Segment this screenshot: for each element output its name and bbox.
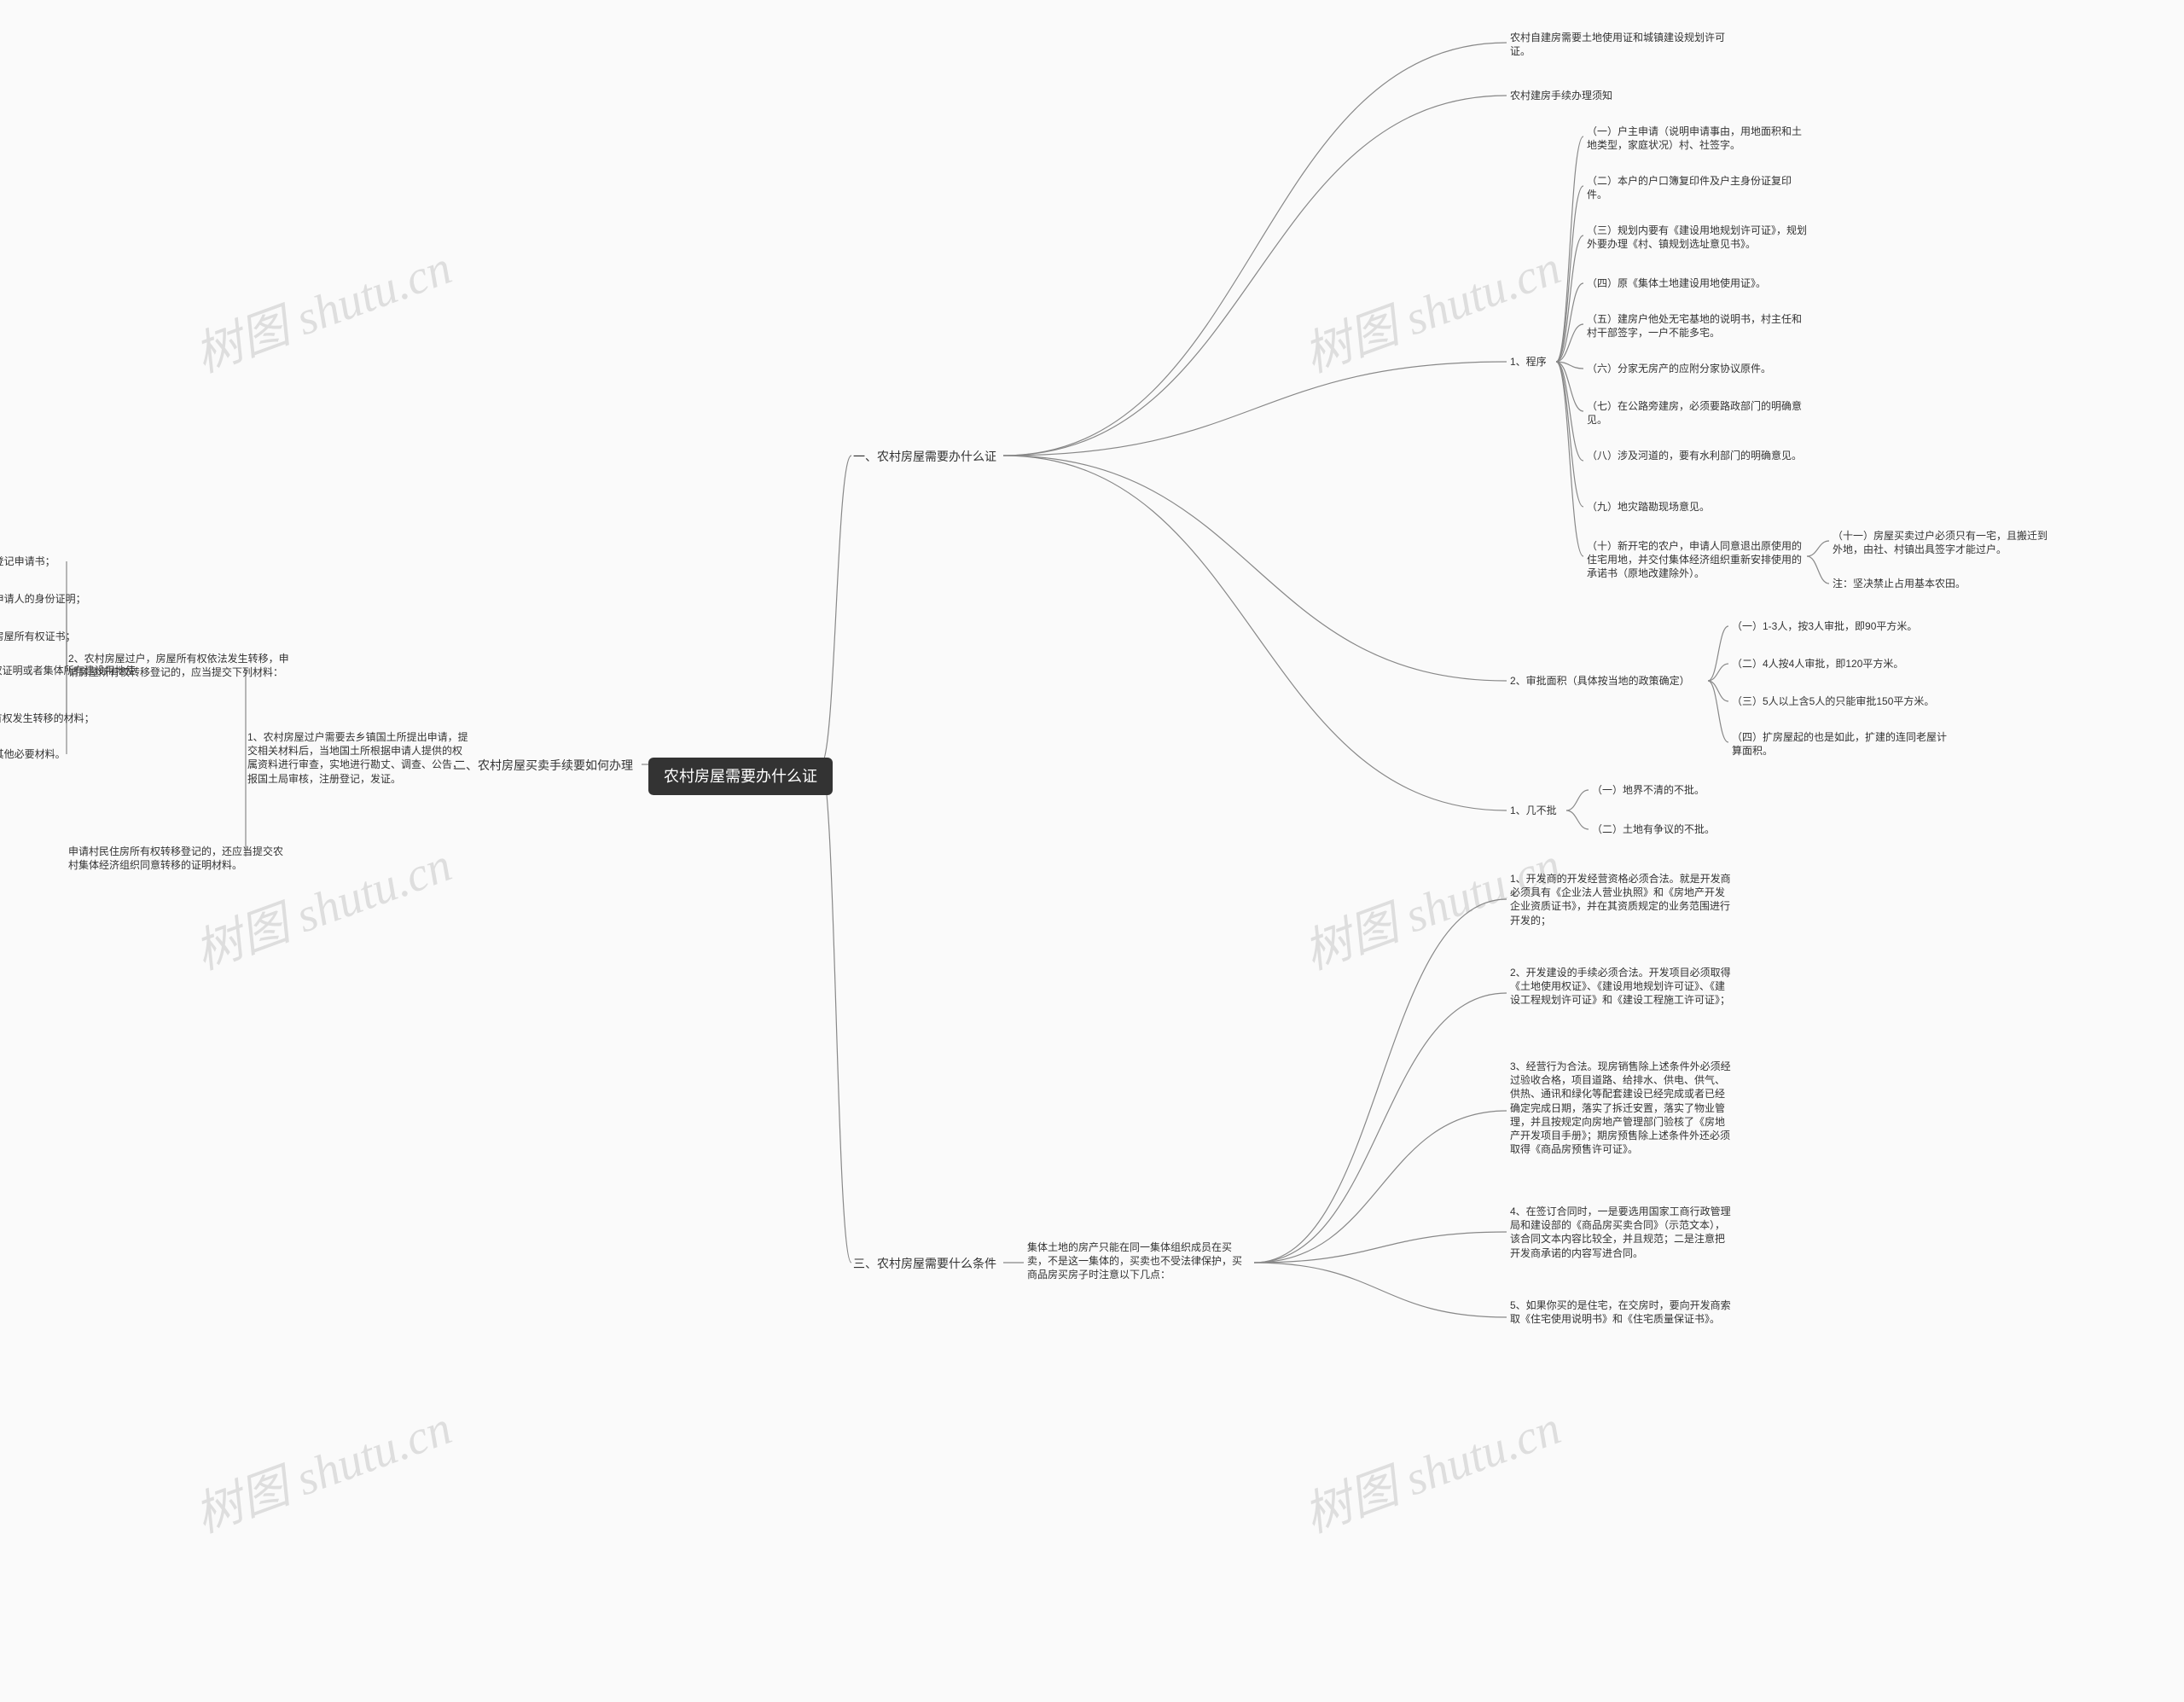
mindmap-node[interactable]: 4、在签订合同时，一是要选用国家工商行政管理局和建设部的《商品房买卖合同》（示范… <box>1510 1205 1732 1260</box>
mindmap-node[interactable]: 3、经营行为合法。现房销售除上述条件外必须经过验收合格，项目道路、给排水、供电、… <box>1510 1060 1732 1156</box>
mindmap-node[interactable]: （6）其他必要材料。 <box>0 747 66 761</box>
edge <box>1556 362 1583 411</box>
mindmap-node[interactable]: 一、农村房屋需要办什么证 <box>853 449 996 465</box>
mindmap-node[interactable]: （二）本户的户口簿复印件及户主身份证复印件。 <box>1587 174 1809 201</box>
edge <box>1556 283 1583 362</box>
mindmap-node[interactable]: 申请村民住房所有权转移登记的，还应当提交农村集体经济组织同意转移的证明材料。 <box>68 845 290 872</box>
mindmap-node[interactable]: （4）宅基地使用权证明或者集体所有建设用地使用权证明； <box>0 664 136 691</box>
edge <box>1003 362 1507 456</box>
mindmap-node[interactable]: （2）申请人的身份证明； <box>0 592 86 606</box>
mindmap-node[interactable]: （四）扩房屋起的也是如此，扩建的连同老屋计算面积。 <box>1732 730 1954 758</box>
mindmap-node[interactable]: （十一）房屋买卖过户必须只有一宅，且搬迁到外地，由社、村镇出具签字才能过户。 <box>1833 529 2054 556</box>
mindmap-node[interactable]: 2、开发建设的手续必须合法。开发项目必须取得《土地使用权证》、《建设用地规划许可… <box>1510 966 1732 1008</box>
mindmap-node[interactable]: （5）证明房屋所有权发生转移的材料； <box>0 712 95 725</box>
mindmap-node[interactable]: 农村自建房需要土地使用证和城镇建设规划许可证。 <box>1510 31 1732 58</box>
mindmap-node[interactable]: （三）5人以上含5人的只能审批150平方米。 <box>1732 694 1934 708</box>
mindmap-node[interactable]: （十）新开宅的农户，申请人同意退出原使用的住宅用地，并交付集体经济组织重新安排使… <box>1587 539 1809 581</box>
edge <box>1566 810 1589 829</box>
mindmap-node[interactable]: （1）登记申请书； <box>0 555 55 568</box>
watermark: 树图 shutu.cn <box>184 229 460 386</box>
edge <box>1708 664 1728 681</box>
edge <box>1556 137 1583 362</box>
edge <box>1556 362 1583 507</box>
edge <box>1003 456 1507 681</box>
mindmap-node[interactable]: 三、农村房屋需要什么条件 <box>853 1256 996 1272</box>
mindmap-node[interactable]: 1、开发商的开发经营资格必须合法。就是开发商必须具有《企业法人营业执照》和《房地… <box>1510 872 1732 927</box>
edge <box>1556 186 1583 362</box>
edge <box>1003 96 1507 456</box>
edge <box>821 456 851 764</box>
edge <box>1708 626 1728 681</box>
mindmap-node[interactable]: 注：坚决禁止占用基本农田。 <box>1833 577 1966 590</box>
edge <box>1708 681 1728 742</box>
mindmap-node[interactable]: （一）1-3人，按3人审批，即90平方米。 <box>1732 619 1917 633</box>
edge <box>1254 993 1507 1263</box>
mindmap-node[interactable]: 5、如果你买的是住宅，在交房时，要向开发商索取《住宅使用说明书》和《住宅质量保证… <box>1510 1298 1732 1326</box>
watermark: 树图 shutu.cn <box>184 1390 460 1547</box>
mindmap-node[interactable]: （二）4人按4人审批，即120平方米。 <box>1732 657 1903 671</box>
mindmap-node[interactable]: （九）地灾踏勘现场意见。 <box>1587 500 1710 514</box>
edge <box>1254 899 1507 1263</box>
edge <box>1556 235 1583 362</box>
edge <box>1708 681 1728 701</box>
watermark: 树图 shutu.cn <box>1293 1390 1569 1547</box>
mindmap-node[interactable]: （五）建房户他处无宅基地的说明书，村主任和村干部签字，一户不能多宅。 <box>1587 312 1809 340</box>
mindmap-node[interactable]: 2、审批面积（具体按当地的政策确定） <box>1510 674 1690 688</box>
mindmap-node[interactable]: 集体土地的房产只能在同一集体组织成员在买卖，不是这一集体的，买卖也不受法律保护，… <box>1027 1240 1249 1282</box>
mindmap-node[interactable]: （六）分家无房产的应附分家协议原件。 <box>1587 362 1771 375</box>
mindmap-node[interactable]: （一）户主申请（说明申请事由，用地面积和土地类型，家庭状况）村、社签字。 <box>1587 125 1809 152</box>
edge <box>1807 541 1829 556</box>
edge <box>1556 362 1583 369</box>
edge <box>1254 1232 1507 1263</box>
mindmap-node[interactable]: （3）房屋所有权证书； <box>0 630 76 643</box>
mindmap-node[interactable]: （四）原《集体土地建设用地使用证》。 <box>1587 276 1766 290</box>
edge <box>1254 1263 1507 1317</box>
mindmap-node[interactable]: 1、农村房屋过户需要去乡镇国土所提出申请，提交相关材料后，当地国土所根据申请人提… <box>247 730 469 786</box>
edge <box>1566 790 1589 810</box>
edge <box>1003 456 1507 810</box>
edge-layer <box>0 0 2184 1702</box>
edge <box>1003 43 1507 456</box>
mindmap-node[interactable]: （三）规划内要有《建设用地规划许可证》，规划外要办理《村、镇规划选址意见书》。 <box>1587 224 1809 251</box>
mindmap-node[interactable]: 1、程序 <box>1510 355 1547 369</box>
mindmap-node[interactable]: （二）土地有争议的不批。 <box>1592 822 1715 836</box>
mindmap-node[interactable]: 二、农村房屋买卖手续要如何办理 <box>454 758 633 774</box>
mindmap-node[interactable]: 农村建房手续办理须知 <box>1510 89 1612 102</box>
mindmap-node[interactable]: （七）在公路旁建房，必须要路政部门的明确意见。 <box>1587 399 1809 427</box>
edge <box>1556 324 1583 362</box>
edge <box>1254 1111 1507 1263</box>
edge <box>821 764 851 1263</box>
mindmap-node[interactable]: （一）地界不清的不批。 <box>1592 783 1705 797</box>
edge <box>1556 362 1583 461</box>
edge <box>1556 362 1583 556</box>
root-node[interactable]: 农村房屋需要办什么证 <box>648 758 833 795</box>
mindmap-node[interactable]: （八）涉及河道的，要有水利部门的明确意见。 <box>1587 449 1802 462</box>
edge <box>1807 556 1829 584</box>
mindmap-node[interactable]: 1、几不批 <box>1510 804 1557 817</box>
